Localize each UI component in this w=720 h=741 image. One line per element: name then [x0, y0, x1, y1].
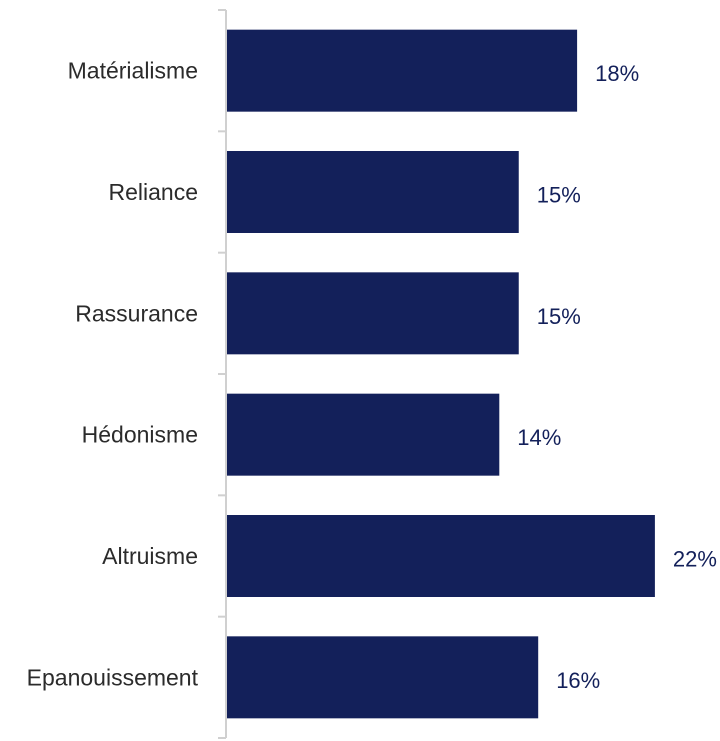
bar — [227, 272, 519, 355]
value-label: 22% — [673, 547, 717, 572]
category-label: Matérialisme — [68, 58, 198, 84]
bar — [227, 151, 519, 233]
value-label: 18% — [595, 61, 639, 86]
value-label: 16% — [556, 668, 600, 693]
bar — [227, 515, 655, 597]
bars — [227, 29, 655, 719]
labels: Matérialisme 18% Reliance 15% Rassurance 15% H… — [27, 58, 717, 693]
value-label: 14% — [517, 425, 561, 450]
bar — [227, 393, 500, 476]
value-label: 15% — [537, 304, 581, 329]
category-label: Altruisme — [102, 543, 198, 569]
bar — [227, 636, 539, 719]
category-label: Rassurance — [75, 300, 198, 326]
category-label: Reliance — [109, 179, 199, 205]
category-label: Epanouissement — [27, 664, 199, 690]
y-axis — [218, 9, 227, 739]
bar — [227, 29, 578, 112]
value-label: 15% — [537, 183, 581, 208]
category-label: Hédonisme — [82, 422, 198, 448]
